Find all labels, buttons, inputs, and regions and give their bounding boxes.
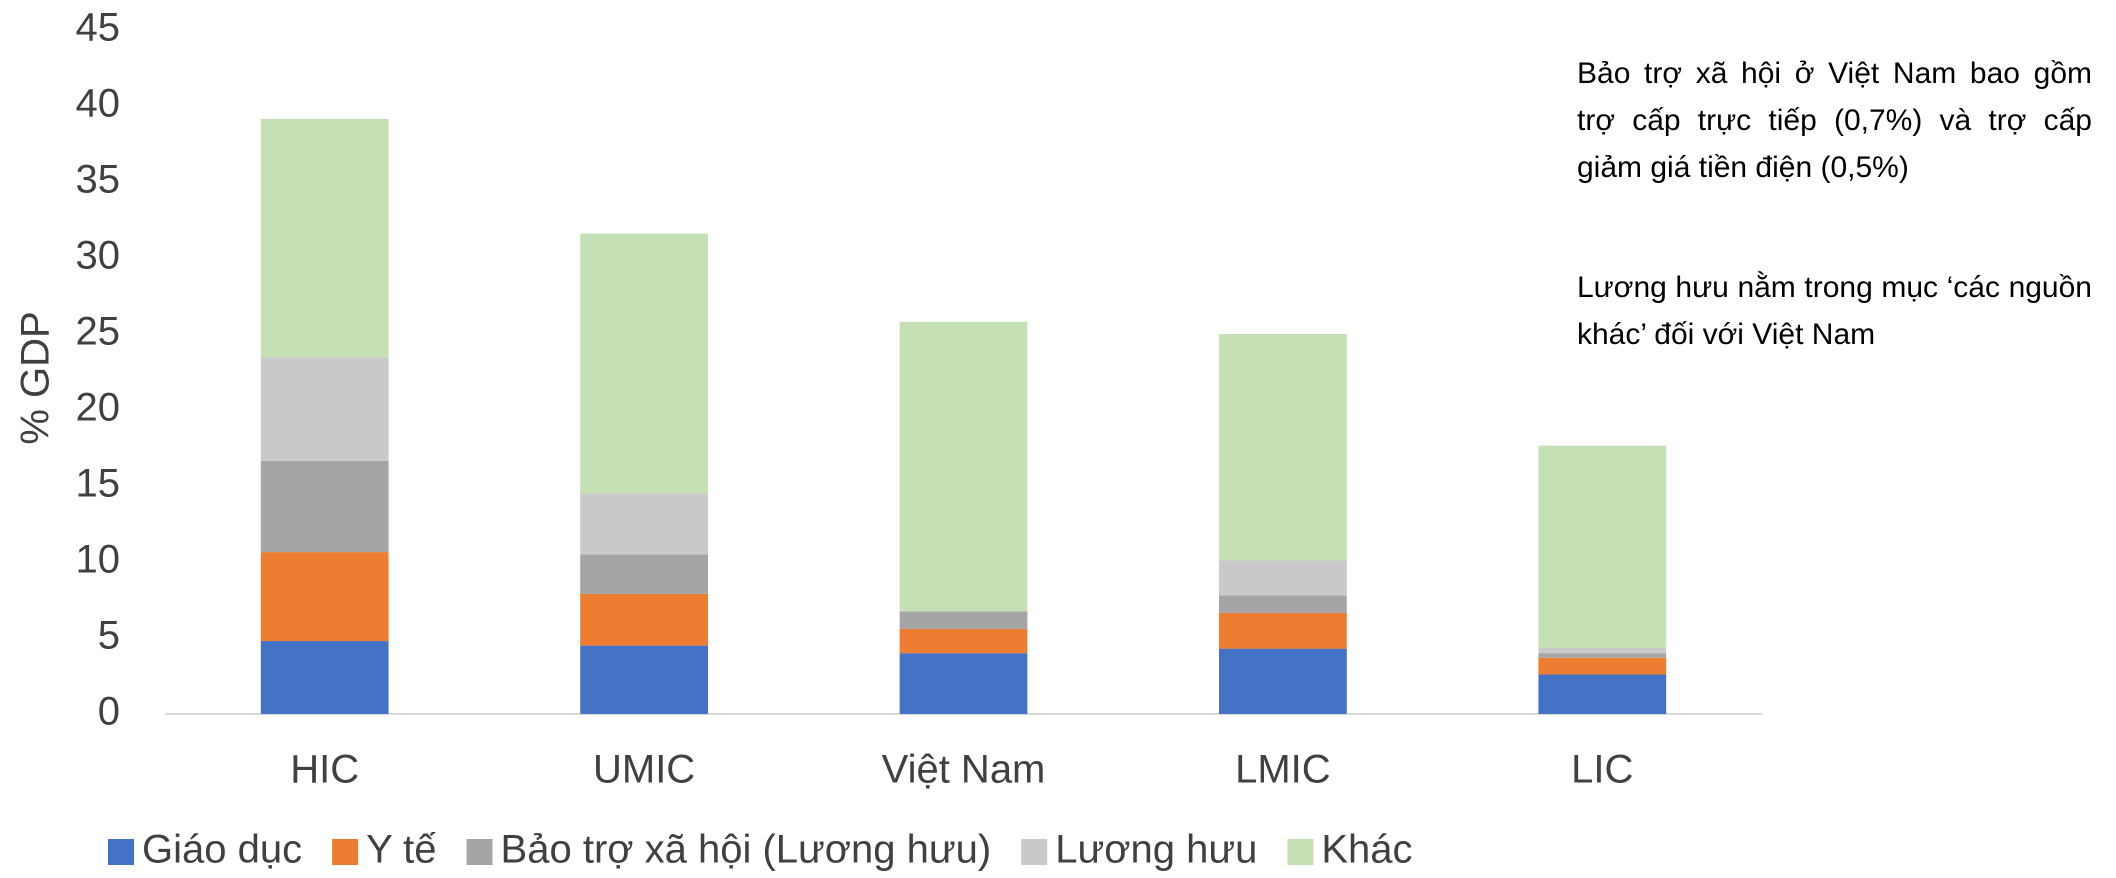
legend-label: Lương hưu: [1055, 828, 1257, 872]
bar-segment: [1538, 647, 1667, 654]
annotation: Lương hưu nằm trong mục ‘các nguồn khác’…: [1577, 271, 2092, 351]
y-tick-label: 20: [76, 386, 121, 430]
legend-swatch: [1287, 839, 1314, 865]
y-tick-label: 40: [76, 82, 121, 126]
bar-segment: [899, 653, 1028, 714]
y-tick-label: 35: [76, 158, 121, 202]
bar-segment: [899, 321, 1028, 612]
bar-segment: [260, 357, 389, 461]
legend-label: Giáo dục: [142, 828, 302, 872]
annotation: Bảo trợ xã hội ở Việt Nam bao gồm trợ cấ…: [1577, 57, 2092, 184]
bar-segment: [899, 628, 1028, 654]
bar-segment: [260, 552, 389, 642]
legend-label: Khác: [1321, 828, 1412, 872]
x-tick-label: LMIC: [1235, 748, 1331, 792]
bar-segment: [260, 641, 389, 714]
legend-swatch: [466, 839, 493, 865]
x-tick-label: LIC: [1571, 748, 1633, 792]
bar-segment: [580, 493, 708, 555]
x-tick-label: UMIC: [593, 748, 695, 792]
bar-segment: [1219, 560, 1347, 596]
y-tick-label: 5: [98, 614, 120, 658]
bar-segment: [1219, 595, 1347, 613]
y-tick-label: 10: [76, 538, 121, 582]
bar-segment: [899, 611, 1028, 629]
y-axis-label: % GDP: [14, 311, 58, 444]
legend-label: Y tế: [366, 828, 436, 872]
y-tick-label: 45: [76, 6, 121, 50]
legend-swatch: [108, 839, 134, 865]
legend-swatch: [332, 839, 359, 865]
x-tick-label: Việt Nam: [882, 748, 1046, 792]
bar-segment: [260, 118, 389, 358]
bar-segment: [260, 460, 389, 553]
legend-label: Bảo trợ xã hội (Lương hưu): [501, 828, 992, 872]
y-tick-label: 25: [76, 310, 121, 354]
x-tick-label: HIC: [290, 748, 359, 792]
y-tick-label: 0: [98, 690, 120, 734]
bar-segment: [580, 645, 708, 714]
bar-segment: [1538, 445, 1667, 648]
bar-segment: [580, 554, 708, 594]
bar-segment: [1538, 653, 1667, 658]
bar-segment: [580, 233, 708, 494]
bar-segment: [1538, 657, 1667, 675]
y-tick-label: 30: [76, 234, 121, 278]
bar-segment: [1219, 334, 1347, 561]
bar-segment: [1538, 674, 1667, 714]
bar-segment: [580, 593, 708, 646]
y-tick-label: 15: [76, 462, 121, 506]
bar-segment: [1219, 612, 1347, 649]
bar-segment: [1219, 648, 1347, 714]
legend-swatch: [1021, 839, 1048, 865]
